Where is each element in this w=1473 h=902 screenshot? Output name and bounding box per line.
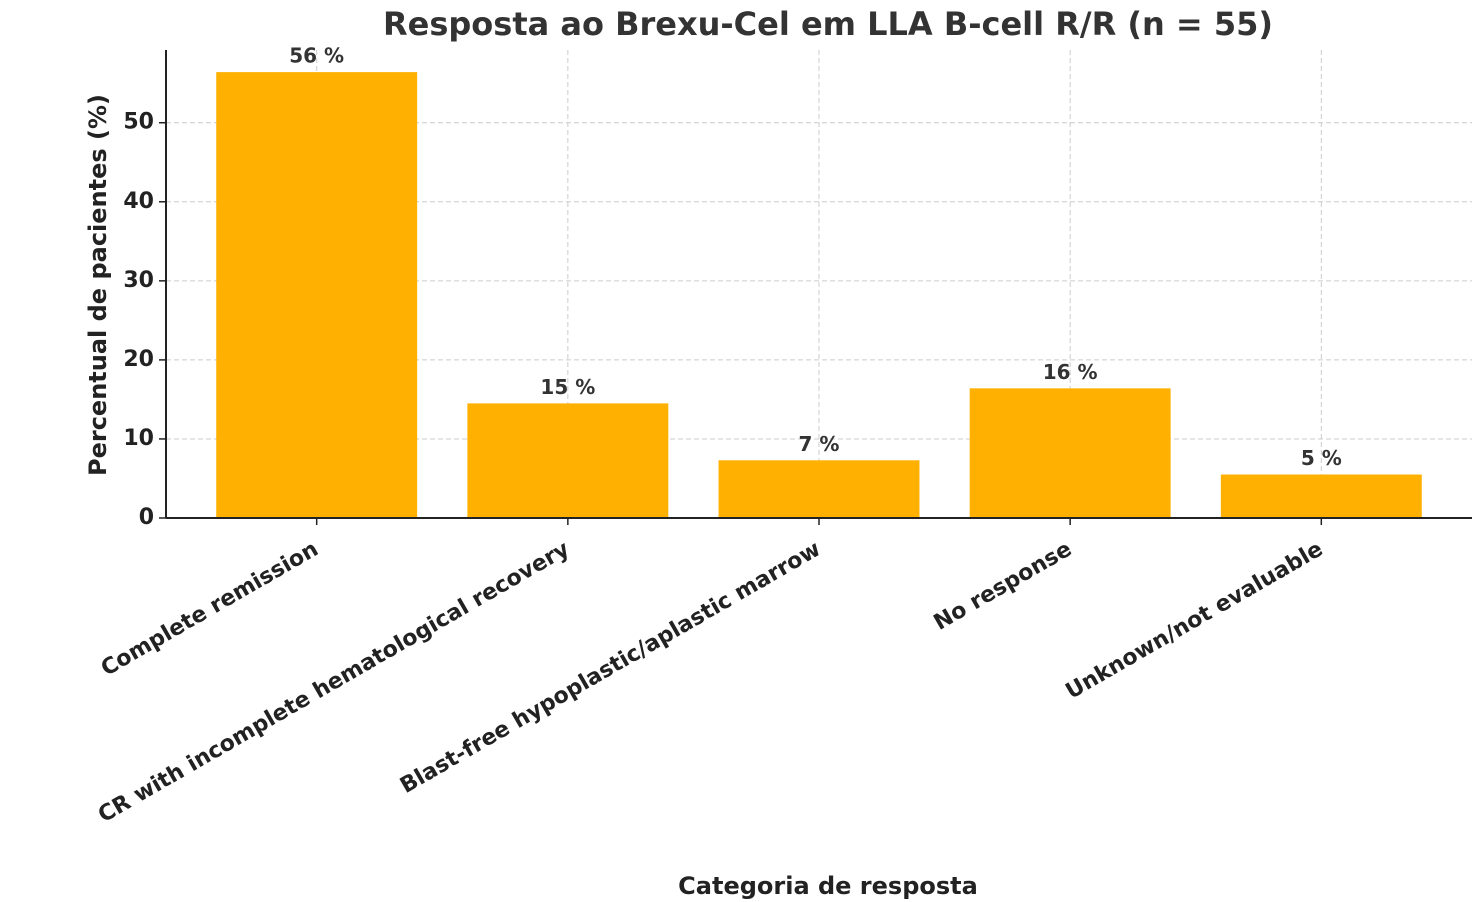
chart-title: Resposta ao Brexu-Cel em LLA B-cell R/R … bbox=[383, 5, 1273, 43]
bar bbox=[718, 460, 920, 518]
data-label: 16 % bbox=[1043, 360, 1098, 384]
y-axis-label: Percentual de pacientes (%) bbox=[84, 94, 112, 476]
x-axis-label: Categoria de resposta bbox=[678, 872, 978, 900]
x-tick-label: No response bbox=[930, 537, 1076, 636]
data-label: 56 % bbox=[289, 44, 344, 68]
x-tick-label: CR with incomplete hematological recover… bbox=[94, 537, 574, 828]
data-label: 15 % bbox=[540, 375, 595, 399]
y-tick-label: 40 bbox=[123, 189, 154, 214]
y-tick-label: 50 bbox=[123, 110, 154, 135]
bar bbox=[969, 388, 1171, 518]
x-tick-label: Complete remission bbox=[97, 537, 323, 682]
y-tick-label: 30 bbox=[123, 268, 154, 293]
y-tick-label: 10 bbox=[123, 426, 154, 451]
x-tick-label: Unknown/not evaluable bbox=[1062, 537, 1328, 705]
data-label: 5 % bbox=[1301, 446, 1342, 470]
data-label: 7 % bbox=[799, 432, 840, 456]
x-tick-label: Blast-free hypoplastic/aplastic marrow bbox=[396, 537, 825, 799]
bar bbox=[1220, 474, 1422, 518]
bar bbox=[216, 72, 418, 518]
y-tick-label: 20 bbox=[123, 347, 154, 372]
y-tick-label: 0 bbox=[139, 505, 154, 530]
bar bbox=[467, 403, 669, 518]
